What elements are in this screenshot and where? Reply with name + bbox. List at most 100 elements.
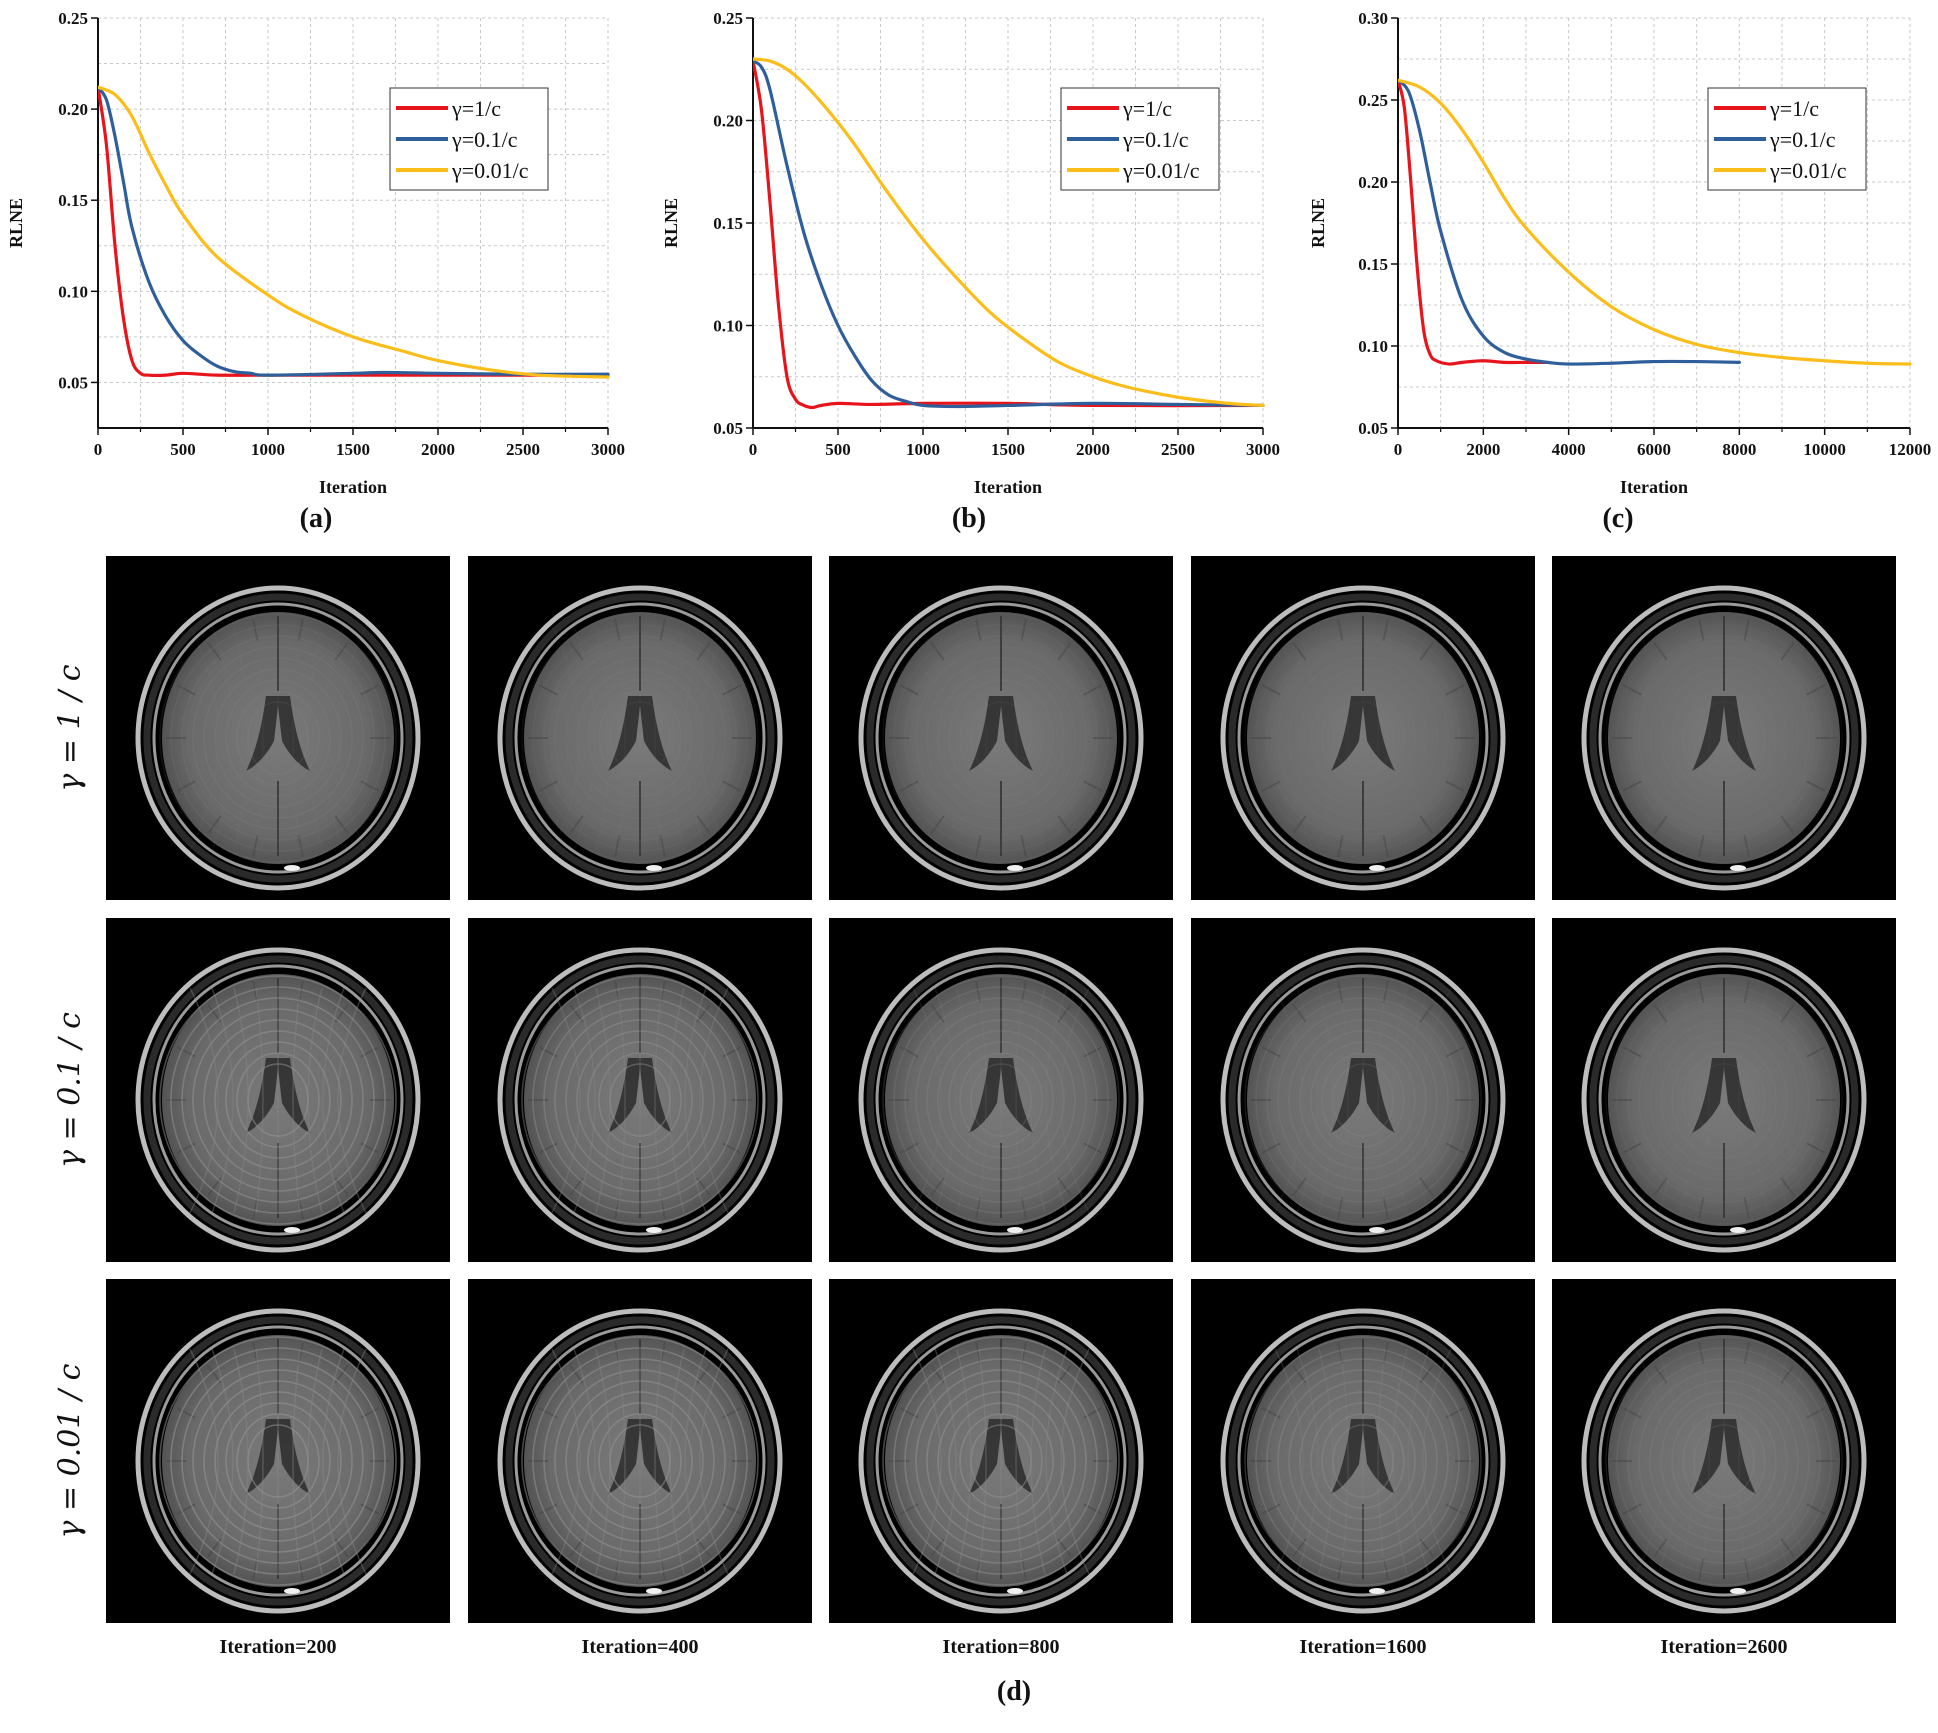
chart-c: 0 2000 4000 6000 8000 10000 12000 0.05 0.10 0.15 0… bbox=[1302, 0, 1938, 510]
x-tick-label: 4000 bbox=[1552, 440, 1586, 459]
y-tick-label: 0.10 bbox=[1358, 337, 1388, 356]
row-label-2: γ = 0.01 / c bbox=[30, 1279, 110, 1623]
ventricles bbox=[608, 1058, 672, 1133]
series-line-2 bbox=[98, 85, 610, 379]
mri-svg bbox=[1552, 1279, 1896, 1623]
y-tick-label: 0.10 bbox=[58, 282, 88, 301]
mri-svg bbox=[468, 1279, 812, 1623]
x-tick-label: 1000 bbox=[906, 440, 940, 459]
mri-image-r1-c0 bbox=[106, 918, 450, 1262]
mri-image-r1-c2 bbox=[829, 918, 1173, 1262]
chart-c-svg: 0 2000 4000 6000 8000 10000 12000 0.05 0.10 0.15 0… bbox=[1308, 9, 1931, 497]
skull-outer bbox=[1220, 585, 1506, 891]
brain-tissue bbox=[1247, 1335, 1479, 1587]
mri-svg bbox=[106, 556, 450, 900]
panel-label-a: (a) bbox=[299, 503, 333, 534]
chart-a-svg: 0 500 1000 1500 2000 2500 3000 0.05 0.10 0.15 0.20… bbox=[6, 9, 625, 497]
x-tick-label: 0 bbox=[1394, 440, 1403, 459]
mri-image-r1-c1 bbox=[468, 918, 812, 1262]
series-line-0 bbox=[98, 85, 610, 377]
brain-tissue bbox=[162, 974, 394, 1226]
brain-tissue bbox=[524, 612, 756, 864]
series-line-2 bbox=[1398, 78, 1912, 366]
col-label-2: Iteration=800 bbox=[942, 1636, 1060, 1658]
series-line-1 bbox=[1398, 78, 1741, 366]
y-tick-label: 0.20 bbox=[1358, 173, 1388, 192]
mri-image-r2-c0 bbox=[106, 1279, 450, 1623]
skull-outer bbox=[1581, 1308, 1867, 1614]
brain-tissue bbox=[162, 612, 394, 864]
legend-label-2: γ=0.01/c bbox=[451, 158, 529, 183]
mri-svg bbox=[106, 1279, 450, 1623]
skull-outer bbox=[858, 585, 1144, 891]
skull-outer bbox=[858, 947, 1144, 1253]
legend-label-1: γ=0.1/c bbox=[1769, 127, 1836, 152]
mri-image-r1-c4 bbox=[1552, 918, 1896, 1262]
y-tick-label: 0.20 bbox=[713, 112, 743, 131]
x-axis-title: Iteration bbox=[1620, 477, 1688, 497]
x-tick-label: 3000 bbox=[1246, 440, 1280, 459]
mri-image-r0-c1 bbox=[468, 556, 812, 900]
series-line-1 bbox=[753, 59, 1265, 409]
brain-tissue bbox=[885, 612, 1117, 864]
skull-outer bbox=[858, 1308, 1144, 1614]
series-line-1 bbox=[98, 85, 610, 377]
x-tick-label: 1500 bbox=[991, 440, 1025, 459]
ventricles bbox=[969, 1419, 1033, 1494]
y-tick-label: 0.10 bbox=[713, 317, 743, 336]
y-tick-label: 0.25 bbox=[1358, 91, 1388, 110]
y-tick-label: 0.05 bbox=[1358, 419, 1388, 438]
mri-image-r0-c4 bbox=[1552, 556, 1896, 900]
y-tick-label: 0.05 bbox=[58, 373, 88, 392]
brain-tissue bbox=[1608, 974, 1840, 1226]
x-tick-label: 2500 bbox=[1161, 440, 1195, 459]
mri-svg bbox=[1552, 556, 1896, 900]
brain-tissue bbox=[524, 974, 756, 1226]
mri-image-r2-c1 bbox=[468, 1279, 812, 1623]
row-label-text-1: γ = 0.1 / c bbox=[52, 1012, 88, 1168]
ventricles bbox=[1692, 696, 1756, 771]
legend-label-0: γ=1/c bbox=[1122, 96, 1172, 121]
col-label-0: Iteration=200 bbox=[219, 1636, 337, 1658]
ventricles bbox=[1331, 696, 1395, 771]
mri-svg bbox=[829, 1279, 1173, 1623]
mri-svg bbox=[829, 918, 1173, 1262]
brain-tissue bbox=[1247, 612, 1479, 864]
panel-label-c: (c) bbox=[1602, 503, 1634, 534]
mri-svg bbox=[106, 918, 450, 1262]
mri-image-r2-c4 bbox=[1552, 1279, 1896, 1623]
skull-outer bbox=[1220, 947, 1506, 1253]
ventricles bbox=[1692, 1058, 1756, 1133]
row-label-0: γ = 1 / c bbox=[30, 556, 110, 900]
ventricles bbox=[246, 1058, 310, 1133]
row-label-text-0: γ = 1 / c bbox=[52, 664, 88, 792]
mri-svg bbox=[468, 918, 812, 1262]
skull-outer bbox=[1581, 585, 1867, 891]
ventricles bbox=[969, 1058, 1033, 1133]
x-tick-label: 1500 bbox=[336, 440, 370, 459]
x-tick-label: 0 bbox=[94, 440, 103, 459]
mri-svg bbox=[1191, 1279, 1535, 1623]
ventricles bbox=[246, 1419, 310, 1494]
x-tick-label: 500 bbox=[170, 440, 196, 459]
y-axis-title: RLNE bbox=[1308, 198, 1328, 248]
skull-outer bbox=[135, 585, 421, 891]
brain-tissue bbox=[885, 974, 1117, 1226]
y-axis-title: RLNE bbox=[6, 198, 26, 248]
col-label-4: Iteration=2600 bbox=[1660, 1636, 1788, 1658]
legend-label-2: γ=0.01/c bbox=[1769, 158, 1847, 183]
panel-label-b: (b) bbox=[951, 503, 987, 534]
series-line-2 bbox=[753, 57, 1265, 408]
skull-outer bbox=[135, 1308, 421, 1614]
series-line-0 bbox=[753, 59, 1265, 410]
mri-svg bbox=[1191, 918, 1535, 1262]
chart-b-svg: 0 500 1000 1500 2000 2500 3000 0.05 0.10 0.15 0.20… bbox=[661, 9, 1280, 497]
mri-svg bbox=[468, 556, 812, 900]
y-tick-label: 0.25 bbox=[58, 9, 88, 28]
y-tick-label: 0.15 bbox=[58, 191, 88, 210]
ventricles bbox=[1692, 1419, 1756, 1494]
ventricles bbox=[608, 696, 672, 771]
mri-image-r0-c0 bbox=[106, 556, 450, 900]
skull-outer bbox=[135, 947, 421, 1253]
ventricles bbox=[1331, 1419, 1395, 1494]
